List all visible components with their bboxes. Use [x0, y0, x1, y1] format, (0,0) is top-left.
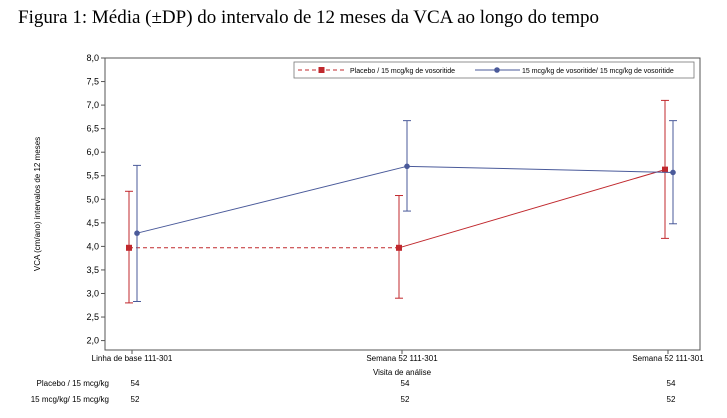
x-tick-label: Linha de base 111-301	[92, 354, 173, 363]
data-point-square	[662, 166, 668, 173]
x-axis-label: Visita de análise	[373, 368, 432, 377]
series-line-segment	[136, 165, 408, 234]
y-tick-label: 5,0	[86, 194, 99, 204]
y-tick-label: 7,0	[86, 100, 99, 110]
y-tick-label: 2,5	[86, 312, 99, 322]
plot-frame	[104, 57, 701, 351]
n-value: 52	[667, 395, 676, 404]
y-tick-label: 4,5	[86, 218, 99, 228]
x-tick-label: Semana 52 111-301	[632, 354, 704, 363]
data-point-circle	[134, 230, 140, 236]
figure-title: Figura 1: Média (±DP) do intervalo de 12…	[18, 7, 600, 28]
n-value: 52	[131, 395, 140, 404]
y-tick-label: 3,5	[86, 265, 99, 275]
n-row-label: Placebo / 15 mcg/kg	[37, 379, 109, 388]
legend-label-placebo: Placebo / 15 mcg/kg de vosoritide	[350, 68, 455, 75]
data-point-square	[126, 244, 132, 251]
legend-marker-vosoritide	[494, 67, 500, 73]
n-value: 54	[401, 379, 410, 388]
y-axis-label: VCA (cm/ano) intervalos de 12 meses	[33, 137, 42, 271]
n-value: 54	[131, 379, 140, 388]
data-point-circle	[404, 163, 410, 170]
data-point-square	[396, 244, 402, 251]
data-point-circle	[670, 169, 676, 176]
x-tick-label: Semana 52 111-301	[366, 354, 438, 363]
y-tick-label: 4,0	[86, 241, 99, 251]
legend-label-vosoritide: 15 mcg/kg de vosoritide/ 15 mcg/kg de vo…	[522, 68, 674, 75]
legend-marker-placebo	[318, 67, 325, 73]
series-line-segment	[398, 169, 666, 249]
y-tick-label: 8,0	[86, 53, 99, 63]
y-tick-label: 3,0	[86, 288, 99, 298]
series-line-segment	[406, 165, 674, 173]
y-tick-label: 6,5	[86, 124, 99, 134]
y-tick-label: 6,0	[86, 147, 99, 157]
y-tick-label: 2,0	[86, 336, 99, 346]
n-value: 54	[667, 379, 676, 388]
n-row-label: 15 mcg/kg/ 15 mcg/kg	[31, 395, 109, 404]
y-tick-label: 7,5	[86, 77, 99, 87]
n-value: 52	[401, 395, 410, 404]
y-tick-label: 5,5	[86, 171, 99, 181]
